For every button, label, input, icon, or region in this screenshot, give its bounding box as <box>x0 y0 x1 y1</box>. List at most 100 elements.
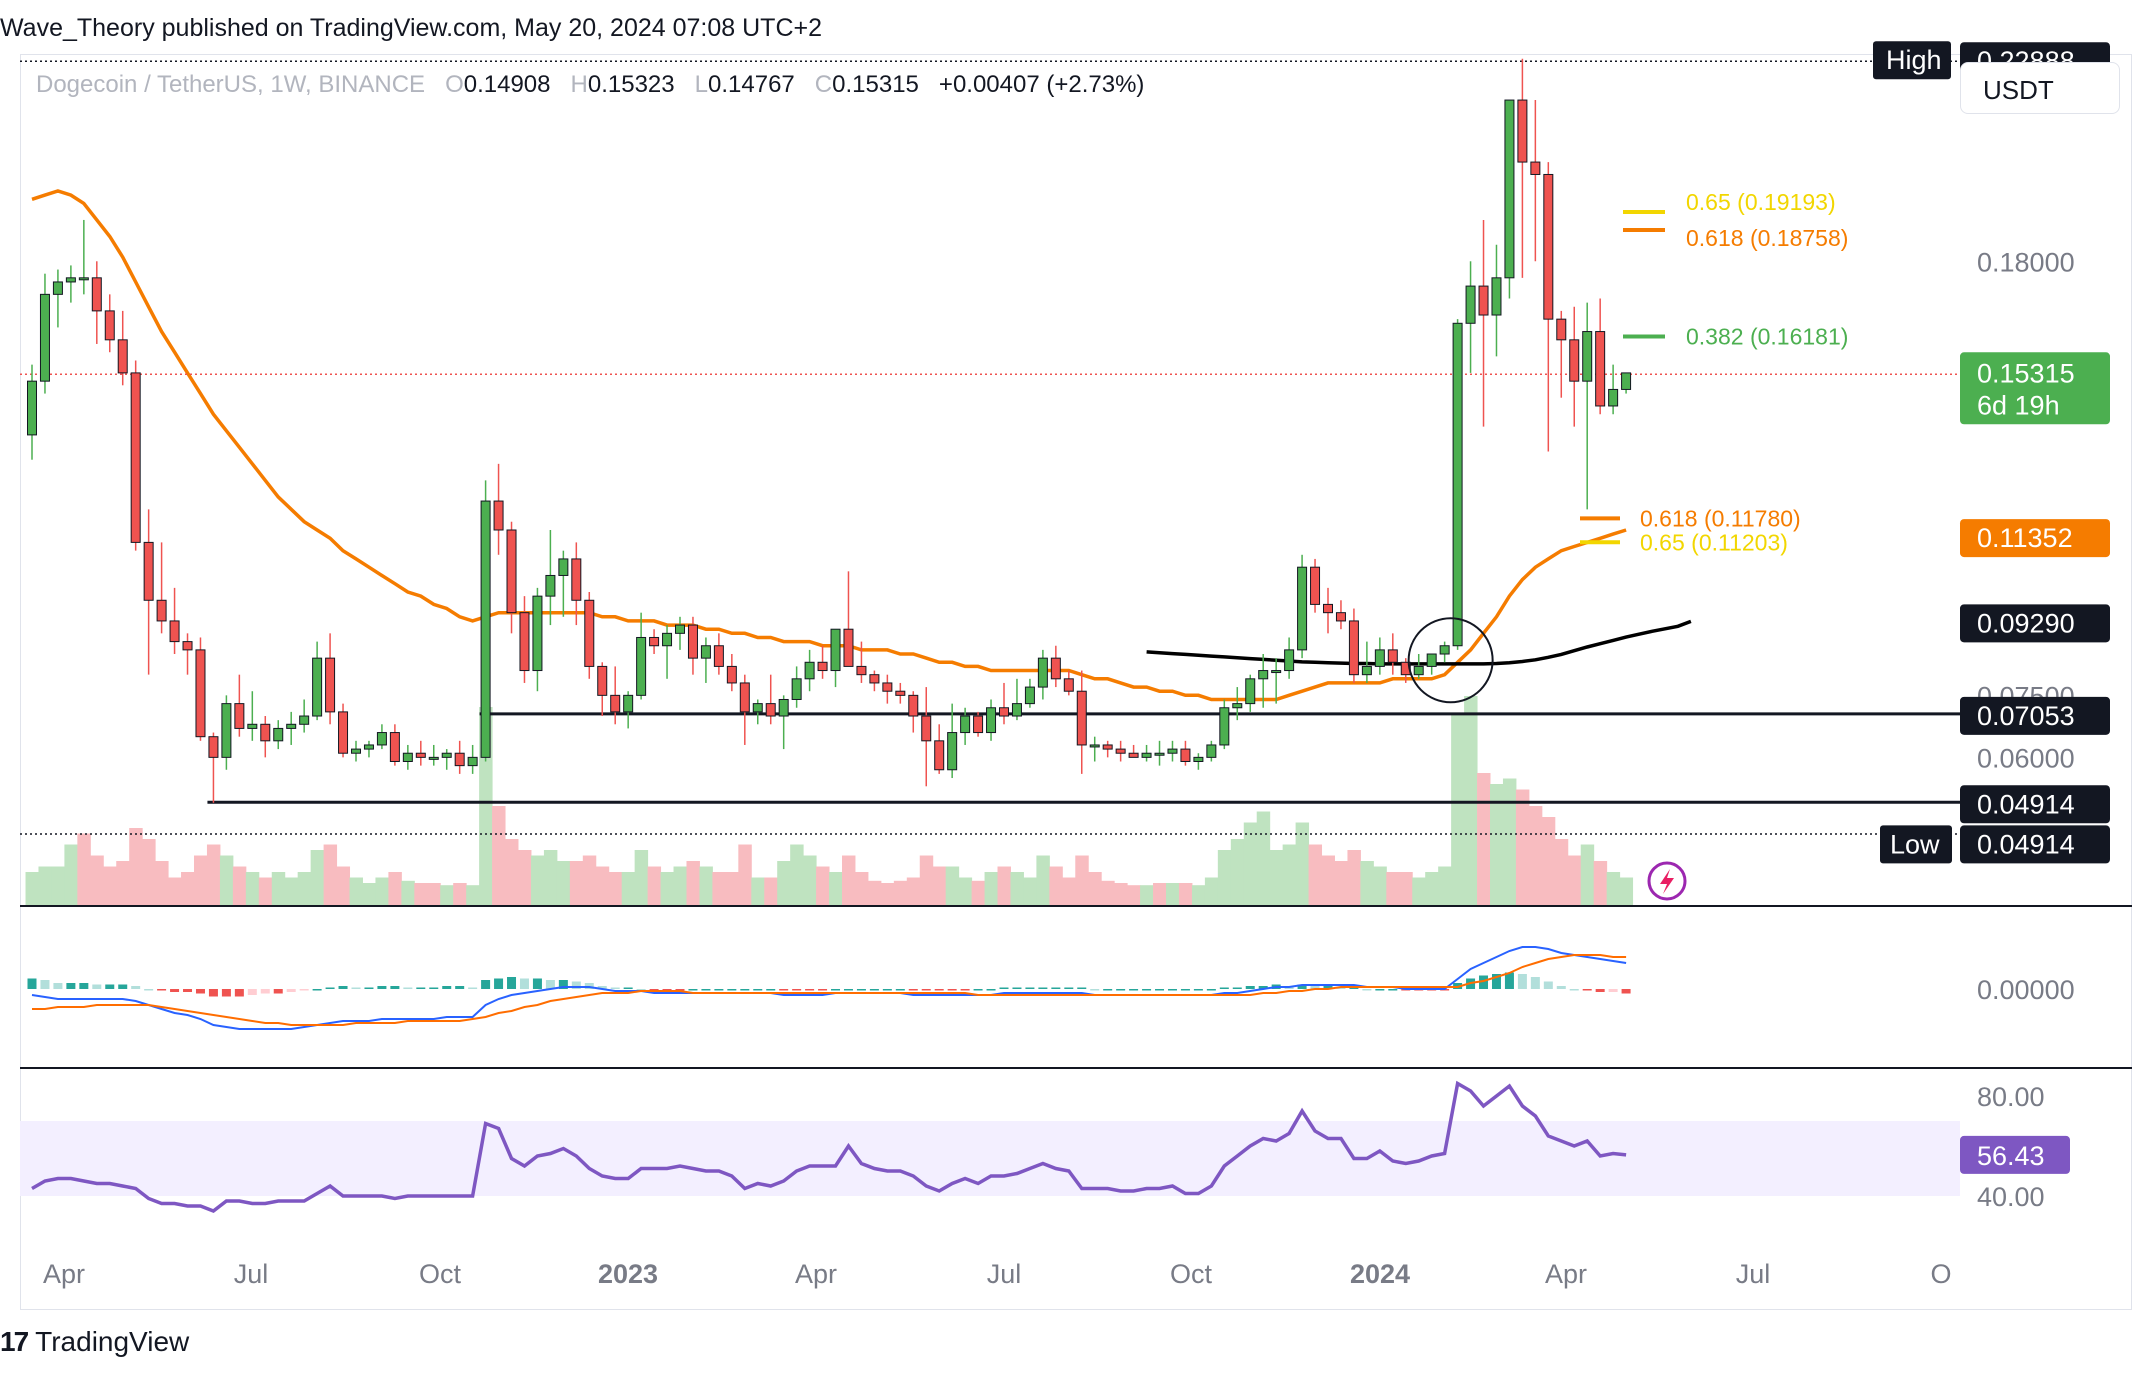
volume-bar <box>1619 877 1634 905</box>
volume-bar <box>543 850 558 905</box>
candle <box>27 364 37 460</box>
candle <box>856 641 867 683</box>
candle <box>260 716 271 758</box>
candle <box>299 699 310 733</box>
candle <box>1154 740 1165 766</box>
volume-bar <box>790 844 804 905</box>
volume-bar <box>168 877 182 905</box>
volume-bar <box>1166 883 1180 905</box>
macd-histogram-bar <box>1051 987 1061 989</box>
candle <box>104 294 115 353</box>
macd-signal-line <box>32 954 1627 1026</box>
volume-bar <box>427 883 441 905</box>
macd-histogram-bar <box>416 987 426 989</box>
rsi-current-label: 56.43 <box>1960 1135 2070 1174</box>
volume-bar <box>842 855 856 905</box>
time-tick-label: Oct <box>419 1259 462 1289</box>
candle <box>1569 306 1580 427</box>
time-tick-label: Jul <box>987 1259 1022 1289</box>
volume-bar <box>971 880 986 905</box>
candle <box>869 670 880 692</box>
volume-bar <box>738 844 752 905</box>
fib-level-label: 0.618 (0.18758) <box>1686 225 1848 251</box>
candle <box>1141 744 1152 762</box>
volume-bar <box>1295 822 1310 905</box>
candle <box>999 682 1009 725</box>
macd-histogram-bar <box>843 989 853 991</box>
volume-bar <box>103 866 117 905</box>
candle <box>1556 310 1567 398</box>
macd-histogram-bar <box>1608 989 1618 992</box>
macd-histogram-bar <box>1479 975 1489 989</box>
volume-bar <box>1360 861 1374 905</box>
svg-text:0.04914: 0.04914 <box>1977 789 2075 819</box>
candle <box>338 703 349 758</box>
candle <box>532 587 543 692</box>
candle <box>765 674 776 725</box>
candle <box>169 587 180 655</box>
candle <box>52 269 63 328</box>
volume-bar <box>712 872 726 905</box>
volume-bar <box>556 861 571 905</box>
macd-histogram-bar <box>92 984 102 989</box>
candle <box>1323 587 1333 634</box>
macd-histogram-bar <box>247 989 257 995</box>
volume-bar <box>232 866 247 905</box>
macd-histogram-bar <box>649 989 659 991</box>
macd-histogram-bar <box>455 986 465 989</box>
candle <box>1310 558 1321 613</box>
candle <box>286 711 297 745</box>
volume-bar <box>958 877 973 905</box>
candle <box>428 744 439 766</box>
candle <box>700 637 711 683</box>
candle <box>675 616 685 650</box>
candle <box>1582 302 1593 510</box>
macd-histogram-bar <box>494 978 504 989</box>
macd-zero-label: 0.00000 <box>1977 975 2075 1005</box>
candle <box>778 695 789 750</box>
candle <box>1219 699 1230 750</box>
candle <box>182 633 193 675</box>
candle <box>402 744 413 770</box>
candle <box>208 732 219 803</box>
candle <box>156 542 167 634</box>
volume-bar <box>1477 773 1491 905</box>
volume-bar <box>219 855 234 905</box>
macd-histogram-bar <box>1167 989 1177 991</box>
candle <box>584 592 595 679</box>
volume-bar <box>51 866 65 905</box>
candle <box>817 645 828 679</box>
candle <box>1115 740 1126 762</box>
publisher-caption: Wave_Theory published on TradingView.com… <box>0 14 822 42</box>
volume-bar <box>1580 844 1595 905</box>
macd-histogram-bar <box>1297 984 1307 989</box>
candle <box>1271 658 1282 704</box>
volume-bar <box>505 839 519 905</box>
macd-histogram-bar <box>1206 989 1216 991</box>
volume-bar <box>1178 883 1193 905</box>
ema-orange-line <box>31 189 1627 702</box>
svg-text:0.11352: 0.11352 <box>1977 523 2073 553</box>
candle <box>1206 740 1217 762</box>
macd-histogram-bar <box>831 989 841 991</box>
macd-histogram-bar <box>170 989 180 992</box>
candle <box>78 219 89 295</box>
macd-histogram-bar <box>1323 986 1333 989</box>
low-value: 0.14767 <box>708 71 795 98</box>
macd-histogram-bar <box>131 986 141 989</box>
currency-selector[interactable]: USDT <box>1960 62 2120 114</box>
candle <box>1465 261 1476 373</box>
candle <box>1089 736 1100 762</box>
macd-histogram-bar <box>779 989 789 991</box>
volume-bar <box>1023 877 1037 905</box>
volume-bar <box>1528 806 1543 905</box>
chart-frame[interactable] <box>20 54 2132 1310</box>
candle <box>234 674 245 737</box>
macd-histogram-bar <box>79 983 89 989</box>
candle <box>1439 641 1450 663</box>
macd-histogram-bar <box>558 980 568 989</box>
lightning-icon[interactable] <box>1647 861 1687 901</box>
macd-histogram-bar <box>571 981 581 989</box>
macd-histogram-bar <box>1375 989 1385 991</box>
